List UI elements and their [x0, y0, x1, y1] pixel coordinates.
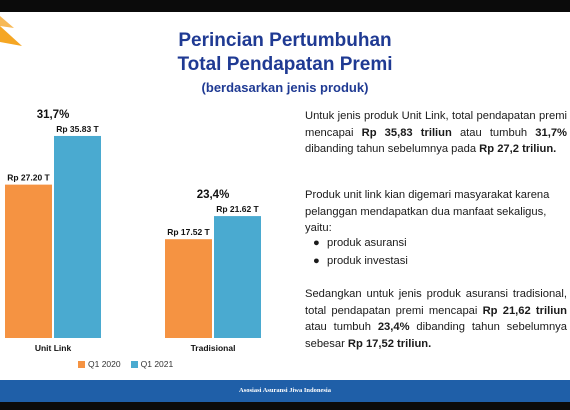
legend-swatch-q1-2020	[78, 360, 85, 368]
bullet-icon: ●	[313, 255, 320, 267]
legend-swatch-q1-2021	[130, 360, 138, 368]
category-label: Unit Link	[35, 343, 72, 353]
category-label: Tradisional	[191, 343, 236, 353]
page-subtitle: (berdasarkan jenis produk)	[201, 80, 369, 95]
bar-unit-link-q1-2020	[5, 184, 52, 338]
bar-unit-link-q1-2021	[54, 135, 101, 338]
growth-label: 23,4%	[197, 189, 230, 201]
traditional-paragraph: Sedangkan untuk jenis produk asuransi tr…	[305, 288, 568, 350]
legend-label-q1-2021: Q1 2021	[140, 359, 174, 369]
growth-label: 31,7%	[37, 109, 70, 121]
page-title-line1: Perincian Pertumbuhan	[178, 30, 392, 51]
unit-link-paragraph: Untuk jenis produk Unit Link, total pend…	[305, 110, 567, 155]
page-title-line2: Total Pendapatan Premi	[177, 54, 393, 75]
logo-icon	[0, 16, 22, 46]
list-item: ● produk asuransi	[313, 237, 407, 249]
legend-label-q1-2020: Q1 2020	[88, 359, 121, 369]
footer-bar: Asosiasi Asuransi Jiwa Indonesia	[0, 380, 570, 402]
unit-link-benefit-paragraph: Produk unit link kian digemari masyaraka…	[305, 189, 550, 234]
data-label: Rp 17.52 T	[167, 227, 210, 237]
bullet-icon: ●	[313, 237, 320, 249]
bar-chart: Rp 27.20 T Rp 35.83 T 31,7% Unit Link Rp 17.…	[5, 109, 261, 353]
data-label: Rp 35.83 T	[56, 124, 99, 134]
legend-item-q1-2021: Q1 2021	[130, 359, 174, 369]
top-bar	[0, 0, 570, 12]
chart-legend: Q1 2020 Q1 2021	[78, 359, 173, 369]
bottom-bar	[0, 402, 570, 410]
list-item: ● produk investasi	[313, 255, 408, 267]
bar-tradisional-q1-2021	[214, 216, 261, 338]
data-label: Rp 27.20 T	[7, 173, 50, 183]
bar-tradisional-q1-2020	[165, 239, 212, 338]
data-label: Rp 21.62 T	[216, 204, 259, 214]
legend-item-q1-2020: Q1 2020	[78, 359, 121, 369]
